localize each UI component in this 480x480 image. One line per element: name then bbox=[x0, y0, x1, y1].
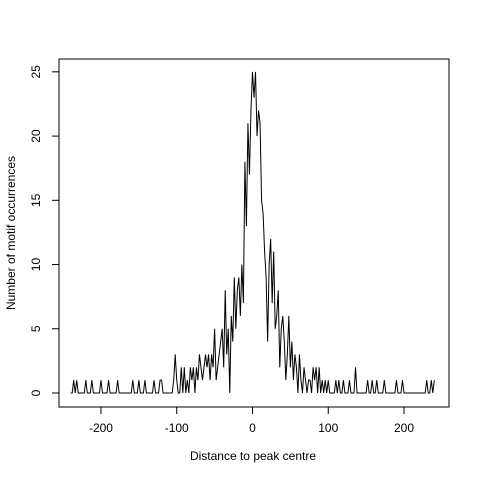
y-tick-label: 5 bbox=[29, 325, 43, 332]
y-tick-label: 25 bbox=[29, 65, 43, 79]
y-tick-label: 15 bbox=[29, 193, 43, 207]
x-tick-label: 200 bbox=[394, 421, 414, 435]
y-tick-label: 10 bbox=[29, 258, 43, 272]
y-tick-label: 0 bbox=[29, 389, 43, 396]
x-tick-label: -200 bbox=[89, 421, 113, 435]
y-tick-label: 20 bbox=[29, 129, 43, 143]
y-axis-title: Number of motif occurrences bbox=[4, 156, 18, 310]
x-axis-title: Distance to peak centre bbox=[190, 449, 316, 463]
plot-frame bbox=[58, 58, 450, 408]
data-line bbox=[70, 71, 435, 394]
x-tick-label: 0 bbox=[249, 421, 256, 435]
x-tick-label: 100 bbox=[318, 421, 338, 435]
x-tick-label: -100 bbox=[165, 421, 189, 435]
